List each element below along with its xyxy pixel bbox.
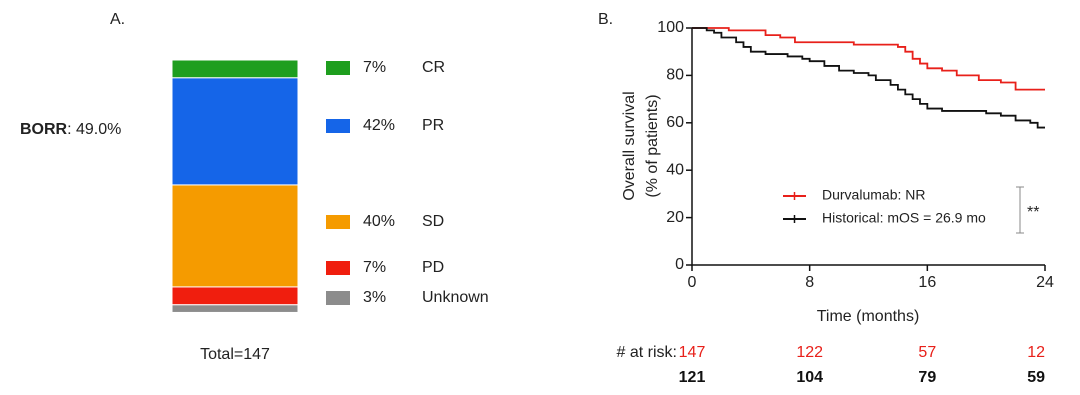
risk-value: 12 [1027, 344, 1045, 361]
risk-value: 59 [1027, 369, 1045, 386]
risk-value: 122 [796, 344, 823, 361]
y-tick-label: 0 [675, 256, 684, 273]
x-tick-label: 16 [918, 274, 936, 291]
y-tick-label: 60 [666, 114, 684, 131]
significance: ** [1027, 204, 1039, 221]
axis-line [691, 28, 1045, 266]
legend-label: PR [422, 117, 444, 134]
value-label: 40% [363, 213, 395, 230]
annotation: BORR: 49.0% [20, 121, 121, 138]
legend-label: SD [422, 213, 444, 230]
y-tick-label: 20 [666, 209, 684, 226]
risk-value: 57 [918, 344, 936, 361]
value-label: 42% [363, 117, 395, 134]
bar-segment [171, 59, 299, 79]
value-label: 7% [363, 259, 386, 276]
panel-label: A. [110, 11, 125, 28]
x-tick-label: 0 [688, 274, 697, 291]
x-tick-label: 24 [1036, 274, 1054, 291]
legend-label: Historical: mOS = 26.9 mo [822, 210, 986, 226]
bar-segment [171, 286, 299, 306]
legend-swatch [326, 261, 350, 275]
risk-label: # at risk: [617, 344, 677, 361]
x-axis-label: Time (months) [817, 308, 920, 325]
legend-label: Durvalumab: NR [822, 187, 925, 203]
legend-swatch [326, 291, 350, 305]
legend-swatch [326, 215, 350, 229]
legend-swatch [326, 61, 350, 75]
annotation-bold: BORR [20, 121, 68, 138]
legend-label: CR [422, 59, 445, 76]
panel-label: B. [598, 11, 613, 28]
legend-label: PD [422, 259, 444, 276]
bar-segment [171, 77, 299, 186]
annotation-text: : 49.0% [67, 121, 121, 138]
risk-value: 79 [918, 369, 936, 386]
value-label: 3% [363, 289, 386, 306]
bar-segment [171, 184, 299, 288]
y-axis-label: Overall survival [621, 91, 638, 200]
legend-label: Unknown [422, 289, 489, 306]
footer: Total=147 [200, 346, 270, 363]
y-tick-label: 40 [666, 161, 684, 178]
risk-value: 147 [679, 344, 706, 361]
survival-curve [692, 27, 1045, 129]
y-tick-label: 100 [657, 19, 684, 36]
value-label: 7% [363, 59, 386, 76]
legend-swatch [326, 119, 350, 133]
y-axis-label: (% of patients) [644, 94, 661, 197]
risk-value: 104 [796, 369, 823, 386]
x-tick-label: 8 [805, 274, 814, 291]
y-tick-label: 80 [666, 67, 684, 84]
risk-value: 121 [679, 369, 706, 386]
survival-curve [692, 27, 1045, 91]
bar-segment [171, 304, 299, 313]
